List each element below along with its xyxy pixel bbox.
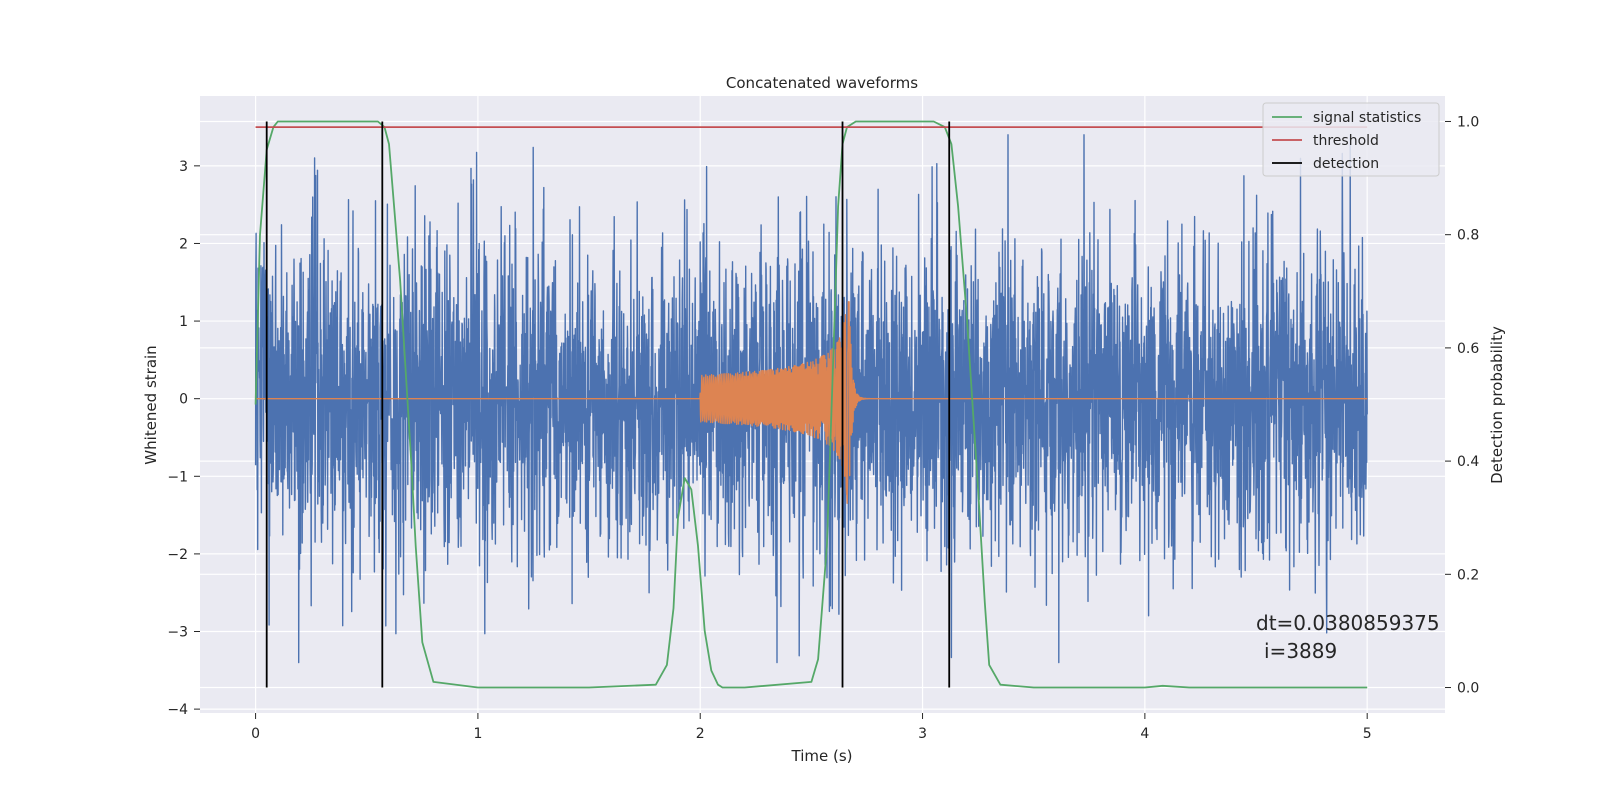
detection-series <box>265 121 951 688</box>
legend-label-threshold: threshold <box>1313 133 1379 149</box>
chirp-series <box>255 301 1368 504</box>
y-tick-label: 3 <box>179 159 188 175</box>
chart-title: Concatenated waveforms <box>726 74 918 92</box>
legend-label-signal: signal statistics <box>1313 110 1421 126</box>
y-tick-label: 0 <box>179 392 188 408</box>
legend-box <box>1262 102 1440 177</box>
y-right-tick-label: 0.6 <box>1457 341 1479 357</box>
y-tick-label: −4 <box>167 702 188 718</box>
y-tick-label: −1 <box>167 469 188 485</box>
x-tick-label: 2 <box>696 726 705 742</box>
probability-series <box>254 120 1368 689</box>
x-axis-label: Time (s) <box>791 747 853 765</box>
chirp-line <box>255 301 1368 504</box>
annotation-index: i=3889 <box>1264 639 1337 663</box>
probability-line <box>254 120 1368 689</box>
y-right-tick-label: 0.8 <box>1457 228 1479 244</box>
x-tick-label: 1 <box>473 726 482 742</box>
y-axis-label-right: Detection probability <box>1488 326 1506 484</box>
legend-label-detection: detection <box>1313 156 1379 172</box>
y-right-tick-label: 0.4 <box>1457 454 1479 470</box>
x-tick-label: 5 <box>1363 726 1372 742</box>
x-tick-label: 0 <box>251 726 260 742</box>
y-right-tick-label: 0.2 <box>1457 567 1479 583</box>
y-tick-label: −2 <box>167 547 188 563</box>
y-axis-label: Whitened strain <box>142 345 160 464</box>
legend: signal statistics threshold detection <box>1262 102 1440 177</box>
x-tick-label: 3 <box>918 726 927 742</box>
annotation-dt: dt=0.0380859375 <box>1256 611 1440 635</box>
y-right-tick-label: 1.0 <box>1457 114 1479 130</box>
x-tick-label: 4 <box>1140 726 1149 742</box>
y-tick-label: 2 <box>179 236 188 252</box>
ticks: 0 1 2 3 4 5 −4 −3 −2 −1 0 1 2 3 0.0 0.2 0.4 0.6 0.8 1.0 <box>167 114 1479 742</box>
y-tick-label: −3 <box>167 625 188 641</box>
y-tick-label: 1 <box>179 314 188 330</box>
y-right-tick-label: 0.0 <box>1457 681 1479 697</box>
